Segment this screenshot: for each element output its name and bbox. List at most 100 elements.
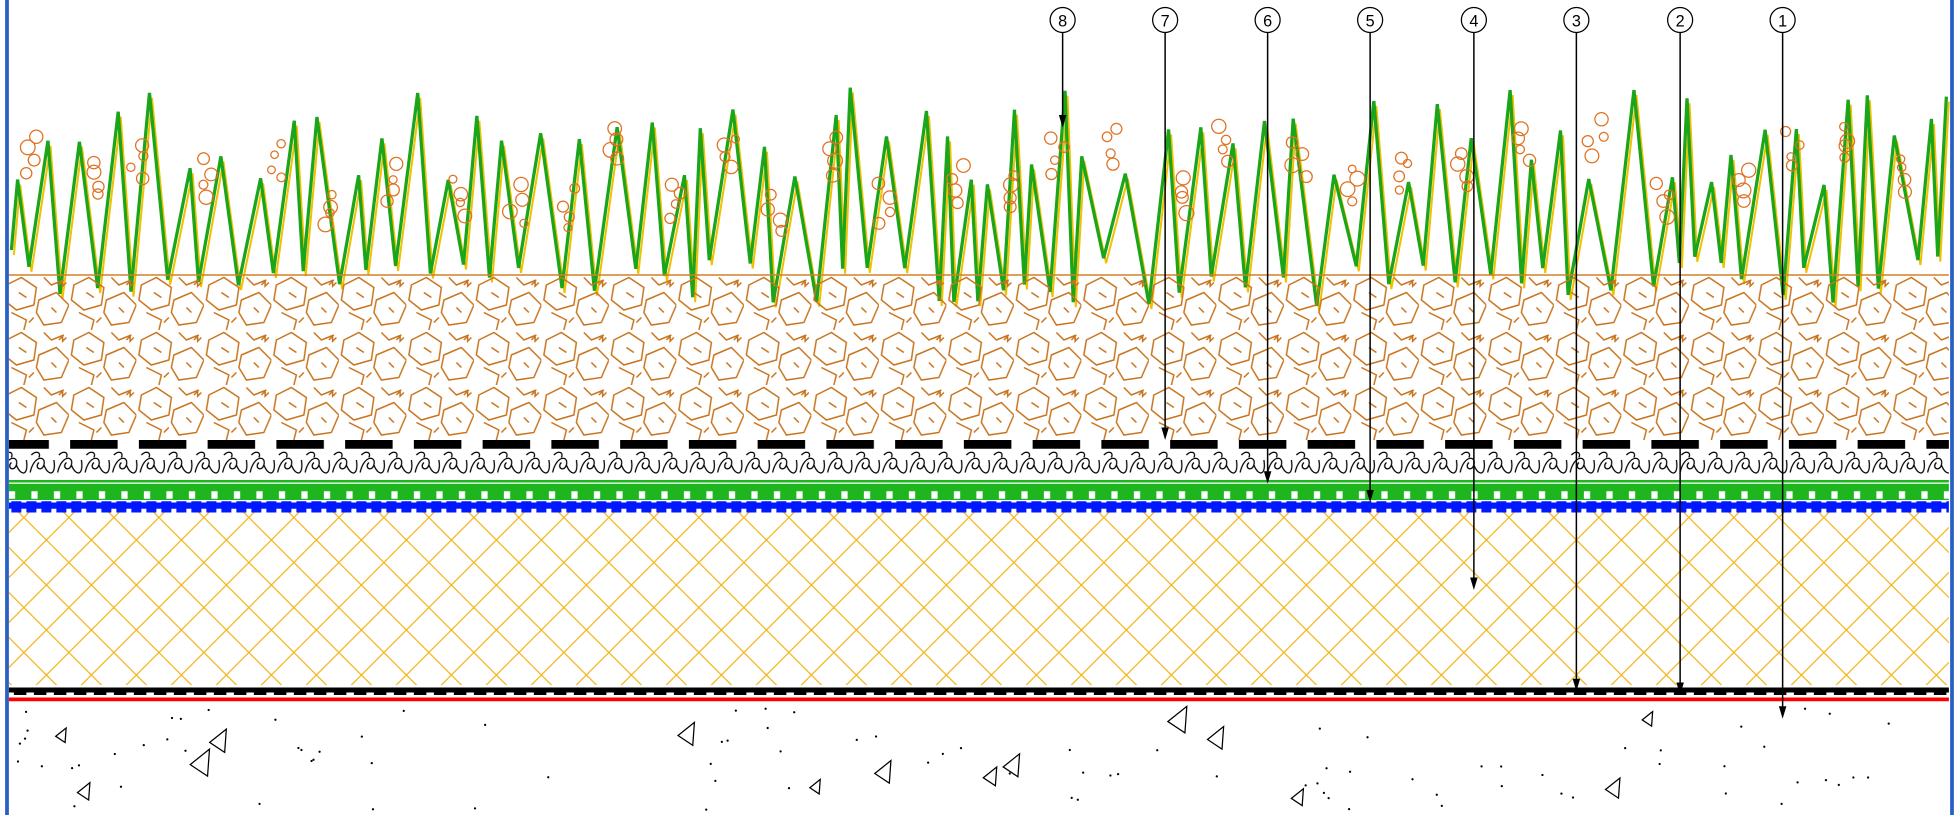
- flower: [1295, 147, 1310, 161]
- flower: [198, 179, 209, 190]
- frame-right: [1950, 0, 1954, 815]
- flower: [1110, 122, 1123, 135]
- flower: [775, 224, 788, 237]
- flower: [1349, 170, 1366, 187]
- flower: [1044, 131, 1058, 145]
- aggregate-dot: [1659, 749, 1662, 752]
- flower: [1584, 148, 1600, 164]
- flower: [135, 171, 150, 186]
- flower: [325, 208, 335, 218]
- aggregate-dot: [40, 765, 43, 768]
- flower: [1659, 209, 1676, 225]
- flower: [323, 199, 338, 215]
- flower: [448, 174, 458, 184]
- flower: [267, 165, 276, 175]
- flower: [827, 152, 844, 169]
- aggregate-dot: [1500, 765, 1503, 768]
- aggregate-dot: [484, 723, 487, 727]
- flower: [673, 186, 687, 200]
- callout-label: 1: [1778, 12, 1787, 30]
- flower: [1175, 190, 1189, 204]
- flower: [1299, 170, 1313, 184]
- aggregate-dot: [24, 710, 28, 713]
- aggregate-dot: [705, 808, 708, 811]
- aggregate-stone: [1002, 752, 1021, 778]
- aggregate-dot: [1109, 774, 1112, 777]
- callout-arrow: [1058, 115, 1067, 128]
- flower: [276, 138, 286, 149]
- aggregate-dot: [207, 708, 210, 712]
- flower: [386, 183, 400, 197]
- flower: [563, 211, 575, 223]
- flower: [1394, 185, 1405, 195]
- protection-line: [8, 480, 1949, 483]
- protection-layer: [8, 483, 1949, 500]
- flower: [1049, 155, 1060, 166]
- aggregate-stone: [676, 721, 696, 747]
- flower: [1347, 196, 1358, 207]
- aggregate-dot: [402, 709, 405, 713]
- callout-label: 3: [1572, 12, 1581, 30]
- flower: [453, 186, 469, 202]
- flower: [327, 189, 337, 200]
- flower: [1393, 170, 1406, 183]
- flower: [1394, 151, 1408, 165]
- flower: [948, 183, 963, 198]
- flower: [1174, 185, 1189, 199]
- aggregate-stone: [54, 726, 67, 744]
- flower: [1178, 205, 1195, 222]
- flower: [1515, 144, 1526, 155]
- flower: [607, 121, 623, 136]
- flower: [457, 208, 473, 224]
- callout-label: 5: [1366, 12, 1375, 30]
- callout-arrow: [1470, 577, 1478, 590]
- aggregate-dot: [1440, 804, 1443, 807]
- aggregate-dot: [959, 747, 963, 750]
- flower: [1594, 111, 1609, 127]
- flower: [270, 150, 279, 160]
- flower: [1737, 194, 1751, 208]
- aggregate-dot: [318, 750, 321, 753]
- flower: [1461, 180, 1474, 193]
- aggregate-dot: [1082, 771, 1085, 774]
- flower: [1211, 118, 1227, 135]
- flower: [27, 153, 41, 167]
- aggregate-dot: [1070, 796, 1073, 799]
- aggregate-dot: [179, 717, 182, 720]
- flower: [730, 134, 741, 144]
- aggregate-dot: [371, 808, 375, 811]
- flower: [1454, 147, 1468, 161]
- aggregate-dot: [1304, 784, 1307, 787]
- flower: [1581, 135, 1594, 148]
- flower: [513, 176, 529, 193]
- flower: [1656, 194, 1671, 208]
- flower: [1003, 191, 1017, 205]
- flower: [1839, 152, 1851, 163]
- aggregate-dot: [1156, 749, 1159, 752]
- aggregate-stone: [982, 765, 998, 787]
- callout-arrow: [1676, 682, 1684, 695]
- callout-arrow: [1778, 706, 1787, 719]
- flower: [829, 130, 844, 145]
- flower: [1785, 159, 1798, 172]
- callout-arrow: [1263, 471, 1272, 484]
- callout-arrow: [1366, 490, 1374, 503]
- aggregate-dot: [941, 752, 944, 756]
- flower: [1008, 170, 1019, 181]
- flower: [610, 151, 625, 166]
- aggregate-stone: [208, 727, 228, 754]
- callout-arrow: [1161, 427, 1169, 440]
- aggregate-dot: [23, 737, 27, 740]
- aggregate-stone: [1641, 710, 1654, 728]
- flower: [455, 197, 466, 208]
- flower: [138, 150, 149, 162]
- flower: [1221, 154, 1235, 168]
- flower: [519, 218, 529, 228]
- aggregate-dot: [1887, 722, 1890, 725]
- aggregate-dot: [1796, 781, 1799, 784]
- aggregate-dot: [779, 750, 782, 753]
- filter-layer: [8, 440, 1949, 449]
- concrete-slab: [16, 704, 1890, 811]
- aggregate-dot: [855, 738, 858, 742]
